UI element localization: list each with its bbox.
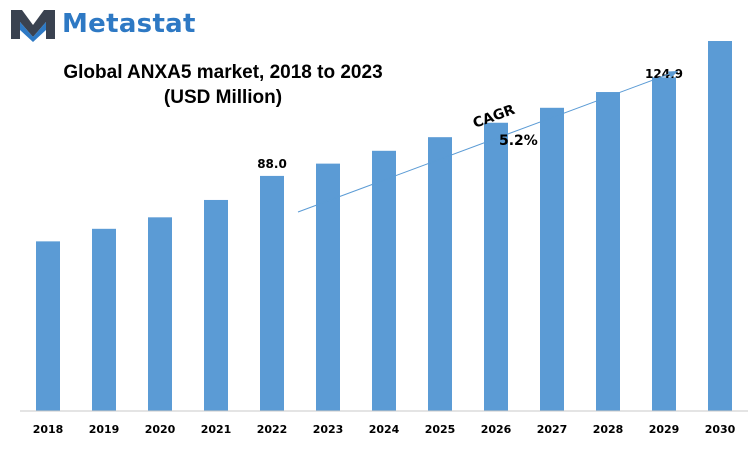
x-tick-2020: 2020 xyxy=(145,423,176,436)
x-tick-2027: 2027 xyxy=(537,423,568,436)
cagr-value: 5.2% xyxy=(499,133,538,149)
brand-logo: Metastat xyxy=(8,4,196,44)
bar-2021 xyxy=(204,199,228,411)
bar-series xyxy=(36,41,732,412)
bar-2027 xyxy=(540,107,564,412)
bar-2029 xyxy=(652,77,676,412)
x-tick-2022: 2022 xyxy=(257,423,288,436)
bar-2026 xyxy=(484,122,508,411)
x-tick-2029: 2029 xyxy=(649,423,680,436)
bar-2022 xyxy=(260,175,284,411)
data-label-2022: 88.0 xyxy=(257,157,287,171)
x-tick-2021: 2021 xyxy=(201,423,232,436)
x-tick-2019: 2019 xyxy=(89,423,120,436)
data-labels: 88.0 124.9 xyxy=(257,67,683,171)
x-tick-2024: 2024 xyxy=(369,423,400,436)
x-tick-2023: 2023 xyxy=(313,423,344,436)
brand-name: Metastat xyxy=(62,9,196,39)
chart-title-line1: Global ANXA5 market, 2018 to 2023 xyxy=(63,62,383,83)
x-axis-ticks: 2018 2019 2020 2021 2022 2023 2024 2025 2026 2027… xyxy=(33,423,736,436)
metastat-logo-icon xyxy=(11,10,55,42)
bar-2024 xyxy=(372,150,396,411)
x-tick-2030: 2030 xyxy=(705,423,736,436)
chart-title: Global ANXA5 market, 2018 to 2023 (USD M… xyxy=(38,60,408,110)
x-tick-2028: 2028 xyxy=(593,423,624,436)
bar-2018 xyxy=(36,241,60,411)
cagr-arrow xyxy=(297,72,673,213)
x-tick-2025: 2025 xyxy=(425,423,456,436)
cagr-arrowhead xyxy=(668,71,678,78)
bar-2028 xyxy=(596,92,620,411)
bar-2020 xyxy=(148,217,172,411)
x-tick-2026: 2026 xyxy=(481,423,512,436)
data-label-2029: 124.9 xyxy=(645,67,683,81)
bar-2019 xyxy=(92,228,116,411)
bar-2023 xyxy=(316,163,340,411)
x-tick-2018: 2018 xyxy=(33,423,64,436)
bar-2030 xyxy=(708,41,732,411)
bar-2025 xyxy=(428,137,452,411)
chart-title-line2: (USD Million) xyxy=(163,87,283,108)
